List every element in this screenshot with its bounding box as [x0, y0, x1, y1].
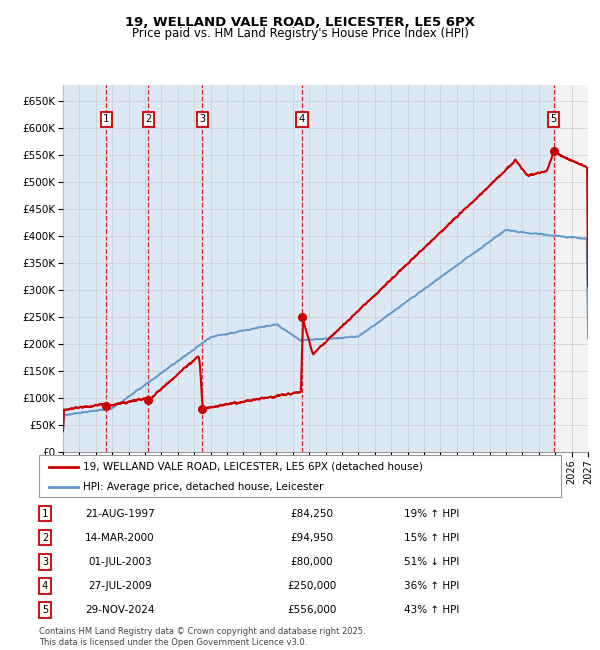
Text: 19, WELLAND VALE ROAD, LEICESTER, LE5 6PX (detached house): 19, WELLAND VALE ROAD, LEICESTER, LE5 6P…: [83, 462, 423, 472]
Text: 2: 2: [42, 533, 48, 543]
Text: 21-AUG-1997: 21-AUG-1997: [85, 509, 155, 519]
Text: 51% ↓ HPI: 51% ↓ HPI: [404, 557, 460, 567]
Text: 4: 4: [299, 114, 305, 124]
Text: 3: 3: [199, 114, 206, 124]
Text: 19, WELLAND VALE ROAD, LEICESTER, LE5 6PX: 19, WELLAND VALE ROAD, LEICESTER, LE5 6P…: [125, 16, 475, 29]
Text: 5: 5: [551, 114, 557, 124]
Bar: [554, 84, 588, 452]
Bar: [554, 84, 588, 452]
Text: £84,250: £84,250: [290, 509, 334, 519]
Text: HPI: Average price, detached house, Leicester: HPI: Average price, detached house, Leic…: [83, 482, 324, 491]
Text: 29-NOV-2024: 29-NOV-2024: [85, 605, 155, 615]
Text: 1: 1: [103, 114, 109, 124]
Text: 36% ↑ HPI: 36% ↑ HPI: [404, 581, 460, 591]
Text: Price paid vs. HM Land Registry's House Price Index (HPI): Price paid vs. HM Land Registry's House …: [131, 27, 469, 40]
Text: £556,000: £556,000: [287, 605, 337, 615]
Text: 3: 3: [42, 557, 48, 567]
Text: 15% ↑ HPI: 15% ↑ HPI: [404, 533, 460, 543]
Bar: [63, 84, 554, 452]
Text: 1: 1: [42, 509, 48, 519]
Text: Contains HM Land Registry data © Crown copyright and database right 2025.
This d: Contains HM Land Registry data © Crown c…: [39, 627, 365, 647]
Text: 01-JUL-2003: 01-JUL-2003: [88, 557, 152, 567]
FancyBboxPatch shape: [39, 455, 561, 497]
Text: £80,000: £80,000: [290, 557, 334, 567]
Text: 2: 2: [145, 114, 151, 124]
Text: £94,950: £94,950: [290, 533, 334, 543]
Text: 4: 4: [42, 581, 48, 591]
Text: 43% ↑ HPI: 43% ↑ HPI: [404, 605, 460, 615]
Text: 27-JUL-2009: 27-JUL-2009: [88, 581, 152, 591]
Text: 19% ↑ HPI: 19% ↑ HPI: [404, 509, 460, 519]
Text: £250,000: £250,000: [287, 581, 337, 591]
Text: 5: 5: [42, 605, 48, 615]
Text: 14-MAR-2000: 14-MAR-2000: [85, 533, 155, 543]
